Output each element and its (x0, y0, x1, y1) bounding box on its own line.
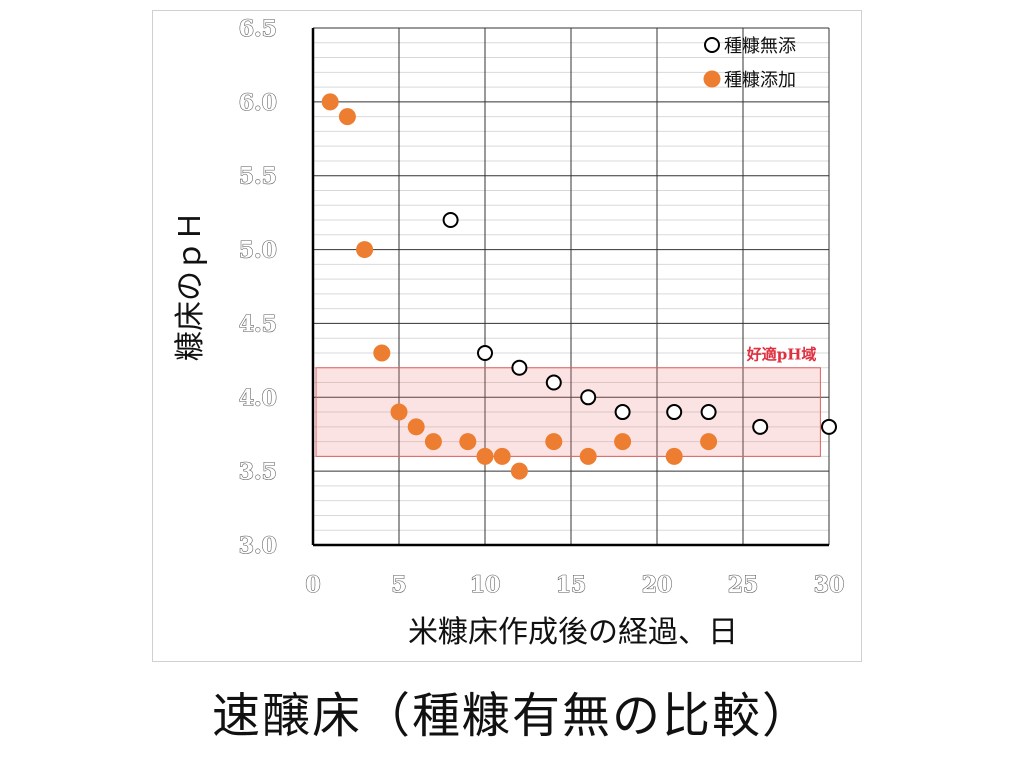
major-gridlines (312, 27, 830, 546)
data-point (545, 433, 563, 451)
x-axis-label: 米糠床作成後の経過、日 (408, 615, 738, 650)
data-point (476, 447, 494, 465)
data-point (752, 418, 769, 435)
y-tick-label: 4.5 (239, 311, 277, 337)
axes (311, 28, 829, 547)
data-point (407, 418, 425, 436)
legend-label: 種糠無添 (724, 35, 796, 57)
optimal-ph-band: 好適pH域 (315, 346, 821, 457)
data-point (614, 433, 632, 451)
data-point (390, 403, 408, 421)
y-axis-label: 糠床のｐＨ (173, 211, 208, 361)
slide-title: 速醸床（種糠有無の比較） (211, 688, 812, 744)
data-point (821, 418, 837, 435)
band-label: 好適pH域 (746, 346, 817, 364)
data-point (373, 344, 391, 362)
chart-frame (152, 10, 862, 662)
x-tick-label: 20 (642, 572, 673, 598)
series-1 (442, 212, 837, 435)
x-tick-label: 30 (814, 572, 845, 598)
data-points (321, 93, 837, 480)
data-point (580, 389, 597, 406)
y-tick-label: 4.0 (239, 385, 277, 411)
data-point (545, 374, 562, 391)
data-point (424, 433, 442, 451)
y-tick-label: 6.0 (239, 90, 277, 116)
data-point (510, 462, 528, 480)
data-point (666, 404, 683, 421)
data-point (511, 359, 528, 376)
y-tick-labels: 3.0 3.5 4.0 4.5 5.0 5.5 6.0 6.5 (238, 15, 277, 559)
legend-marker (704, 37, 720, 53)
x-tick-label: 5 (391, 572, 406, 598)
x-tick-label: 25 (728, 572, 759, 598)
data-point (700, 433, 718, 451)
x-tick-labels: 0 5 10 15 20 25 30 (305, 571, 845, 598)
y-tick-label: 5.0 (239, 238, 277, 264)
data-point (665, 447, 683, 465)
legend-marker (703, 70, 721, 88)
data-point (477, 344, 493, 361)
data-point (493, 447, 511, 465)
data-point (338, 108, 356, 126)
data-point (579, 447, 597, 465)
series-2 (321, 93, 718, 480)
y-tick-label: 3.0 (239, 533, 277, 559)
scatter-chart: 好適pH域 3.0 3.5 4.0 4.5 5.0 5.5 6.0 6.5 0 5 10 15 20 2… (173, 15, 845, 650)
y-tick-label: 6.5 (239, 16, 277, 42)
data-point (700, 404, 717, 421)
x-tick-label: 15 (556, 572, 587, 598)
data-point (356, 241, 374, 259)
data-point (442, 212, 459, 229)
legend-label: 種糠添加 (724, 69, 796, 91)
data-point (459, 433, 477, 451)
data-point (614, 404, 631, 421)
x-tick-label: 0 (305, 572, 320, 598)
x-tick-label: 10 (470, 572, 501, 598)
data-point (321, 93, 339, 111)
y-tick-label: 3.5 (239, 459, 277, 485)
y-tick-label: 5.5 (239, 164, 277, 190)
